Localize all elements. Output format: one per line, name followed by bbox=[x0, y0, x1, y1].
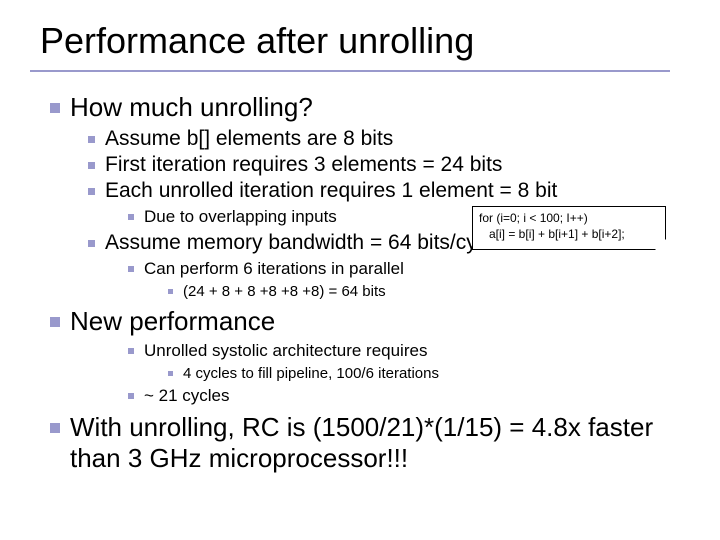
lvl3-text: Due to overlapping inputs bbox=[144, 207, 337, 227]
square-bullet-icon bbox=[128, 266, 134, 272]
code-line-2: a[i] = b[i] + b[i+1] + b[i+2]; bbox=[479, 227, 659, 243]
slide-title: Performance after unrolling bbox=[40, 20, 690, 62]
square-bullet-icon bbox=[128, 393, 134, 399]
bullet-lvl1: How much unrolling? bbox=[50, 92, 690, 123]
lvl4-text: (24 + 8 + 8 +8 +8 +8) = 64 bits bbox=[183, 283, 386, 300]
square-bullet-icon bbox=[88, 188, 95, 195]
code-line-1: for (i=0; i < 100; I++) bbox=[479, 211, 659, 227]
square-bullet-icon bbox=[128, 214, 134, 220]
lvl2-text: First iteration requires 3 elements = 24… bbox=[105, 153, 502, 177]
bullet-lvl4: (24 + 8 + 8 +8 +8 +8) = 64 bits bbox=[168, 283, 690, 300]
bullet-lvl3: Can perform 6 iterations in parallel bbox=[128, 259, 690, 279]
square-bullet-icon bbox=[88, 136, 95, 143]
lvl3-text: ~ 21 cycles bbox=[144, 386, 230, 406]
square-bullet-icon bbox=[50, 423, 60, 433]
code-box: for (i=0; i < 100; I++) a[i] = b[i] + b[… bbox=[472, 206, 666, 250]
square-bullet-icon bbox=[168, 371, 173, 376]
lvl3-text: Unrolled systolic architecture requires bbox=[144, 341, 427, 361]
bullet-lvl1: New performance bbox=[50, 306, 690, 337]
lvl1-text: How much unrolling? bbox=[70, 92, 313, 123]
square-bullet-icon bbox=[88, 240, 95, 247]
square-bullet-icon bbox=[50, 103, 60, 113]
square-bullet-icon bbox=[50, 317, 60, 327]
square-bullet-icon bbox=[128, 348, 134, 354]
lvl4-text: 4 cycles to fill pipeline, 100/6 iterati… bbox=[183, 365, 439, 382]
lvl2-text: Each unrolled iteration requires 1 eleme… bbox=[105, 179, 557, 203]
lvl1-text: New performance bbox=[70, 306, 275, 337]
bullet-lvl3: ~ 21 cycles bbox=[128, 386, 690, 406]
lvl2-text: Assume memory bandwidth = 64 bits/cycle bbox=[105, 231, 504, 255]
lvl2-text: Assume b[] elements are 8 bits bbox=[105, 127, 393, 151]
lvl1-text: With unrolling, RC is (1500/21)*(1/15) =… bbox=[70, 412, 690, 474]
bullet-lvl3: Unrolled systolic architecture requires bbox=[128, 341, 690, 361]
bullet-lvl2: Each unrolled iteration requires 1 eleme… bbox=[88, 179, 690, 203]
slide: Performance after unrolling for (i=0; i … bbox=[0, 0, 720, 540]
title-underline bbox=[30, 70, 670, 72]
slide-content: for (i=0; i < 100; I++) a[i] = b[i] + b[… bbox=[50, 92, 690, 474]
bullet-lvl4: 4 cycles to fill pipeline, 100/6 iterati… bbox=[168, 365, 690, 382]
bullet-lvl2: First iteration requires 3 elements = 24… bbox=[88, 153, 690, 177]
lvl3-text: Can perform 6 iterations in parallel bbox=[144, 259, 404, 279]
bullet-lvl1: With unrolling, RC is (1500/21)*(1/15) =… bbox=[50, 412, 690, 474]
bullet-lvl2: Assume b[] elements are 8 bits bbox=[88, 127, 690, 151]
square-bullet-icon bbox=[88, 162, 95, 169]
square-bullet-icon bbox=[168, 289, 173, 294]
